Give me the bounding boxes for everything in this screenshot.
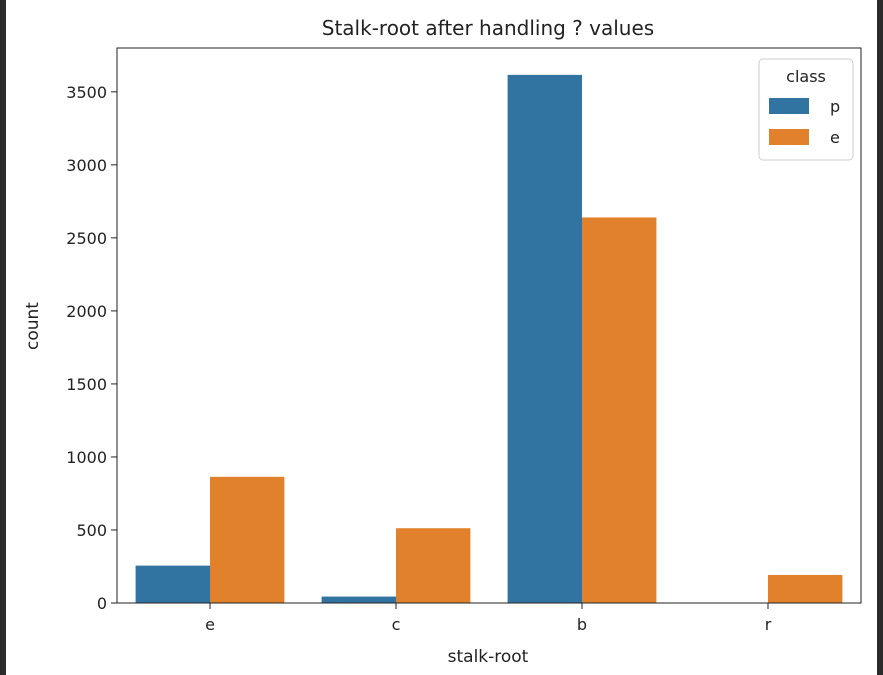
legend: class pe [758,58,854,161]
bar-p-e [135,565,210,603]
y-tick-label: 3000 [66,156,107,175]
x-axis-label: stalk-root [448,647,529,667]
y-tick-label: 3500 [66,83,107,102]
y-tick-label: 500 [76,521,107,540]
y-axis: 0 500 1000 1500 2000 2500 3000 3500 [66,83,117,613]
x-tick-label: b [577,615,587,634]
x-tick-label: c [392,615,401,634]
bar-e-e [210,476,285,603]
bar-e-r [768,574,843,603]
y-tick-label: 0 [97,594,107,613]
chart-title: Stalk-root after handling ? values [322,16,654,40]
bar-e-b [582,217,657,603]
y-tick-label: 2500 [66,229,107,248]
legend-items: pe [769,97,840,147]
bar-p-c [321,596,396,603]
legend-swatch-e [769,129,809,145]
x-tick-label: e [205,615,215,634]
bar-e-c [396,528,471,603]
y-tick-label: 1500 [66,375,107,394]
legend-label-e: e [830,128,840,147]
y-tick-label: 2000 [66,302,107,321]
bar-p-b [507,74,582,604]
legend-label-p: p [830,97,840,116]
legend-swatch-p [769,98,809,114]
legend-title: class [786,67,826,86]
bars-group [135,74,843,604]
y-tick-label: 1000 [66,448,107,467]
plot-frame [116,47,862,604]
x-tick-label: r [765,615,772,634]
y-axis-label: count [23,302,43,350]
